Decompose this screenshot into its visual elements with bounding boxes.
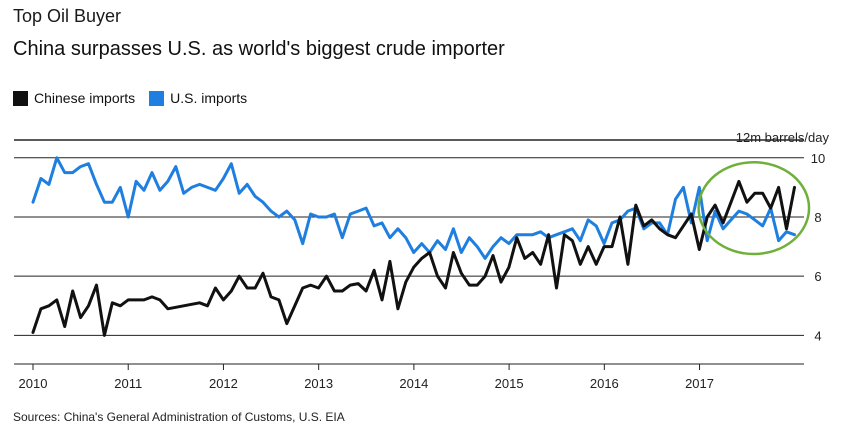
- legend-item-chinese-imports: Chinese imports: [13, 90, 135, 106]
- y-axis-unit-label: 12m barrels/day: [735, 130, 829, 145]
- x-tick-label: 2014: [399, 376, 428, 391]
- y-tick-labels: 4 6 8 10: [811, 151, 825, 344]
- y-tick-label: 4: [814, 328, 821, 343]
- x-tick-label: 2013: [304, 376, 333, 391]
- x-tick-label: 2017: [685, 376, 714, 391]
- legend-label-chinese-imports: Chinese imports: [34, 90, 136, 106]
- legend-swatch-chinese-imports: [13, 90, 28, 106]
- x-tick-label: 2012: [209, 376, 238, 391]
- legend-label-us-imports: U.S. imports: [170, 90, 248, 106]
- y-tick-label: 6: [814, 269, 821, 284]
- series-lines: [31, 156, 796, 337]
- series-line-chinese-imports: [31, 179, 796, 337]
- y-tick-label: 8: [814, 210, 821, 225]
- legend-swatch-us-imports: [149, 90, 165, 106]
- grid-lines: [14, 139, 804, 336]
- x-tick-label: 2010: [19, 376, 48, 391]
- legend: Chinese imports U.S. imports: [13, 90, 261, 106]
- x-tick-label: 2015: [495, 376, 524, 391]
- x-tick-label: 2011: [114, 376, 142, 391]
- x-tick-label: 2016: [590, 376, 619, 391]
- x-axis: 2010 2011 2012 2013 2014 2015 2016 2017: [14, 363, 804, 391]
- y-tick-label: 10: [811, 151, 825, 166]
- chart-kicker: Top Oil Buyer: [13, 6, 122, 26]
- source-note: Sources: China's General Administration …: [13, 410, 345, 424]
- chart-title: China surpasses U.S. as world's biggest …: [13, 38, 505, 60]
- highlight-ellipse: [697, 160, 811, 256]
- series-line-us-imports: [31, 156, 796, 260]
- legend-item-us-imports: U.S. imports: [149, 90, 247, 106]
